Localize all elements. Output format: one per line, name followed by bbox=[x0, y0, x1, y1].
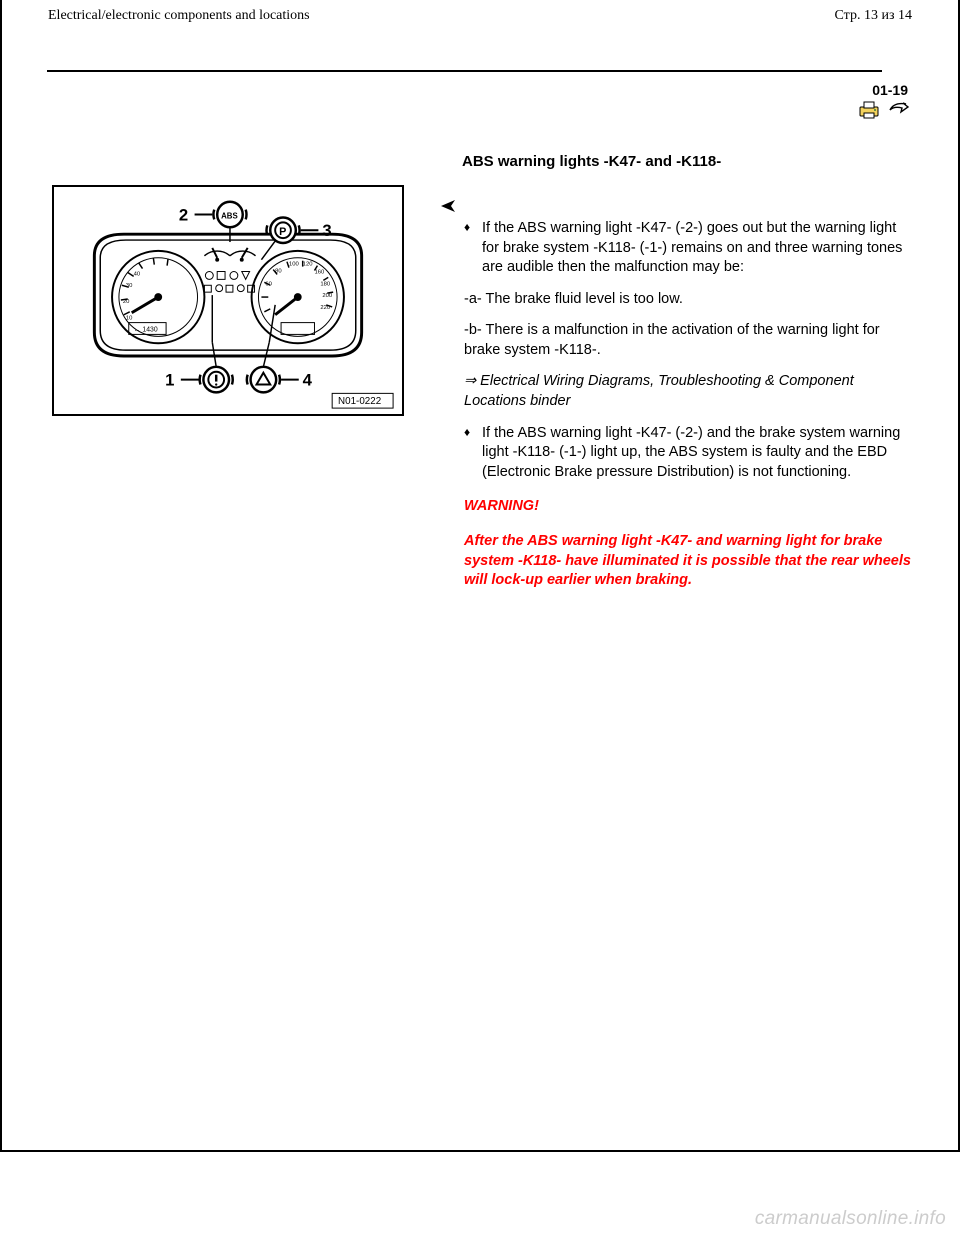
pointer-icon bbox=[438, 198, 456, 219]
warning-body: After the ABS warning light -K47- and wa… bbox=[462, 532, 914, 591]
abs-symbol: ABS bbox=[221, 211, 238, 220]
gauge-tick-label: 180 bbox=[320, 281, 331, 287]
bullet-item: If the ABS warning light -K47- (-2-) and… bbox=[482, 424, 914, 483]
gauge-tick-label: 80 bbox=[275, 268, 282, 274]
callout-2: 2 bbox=[179, 205, 188, 224]
gauge-tick-label: 120 bbox=[303, 262, 314, 268]
text-column: ABS warning lights -K47- and -K118- If t… bbox=[446, 153, 914, 591]
watermark: carmanualsonline.info bbox=[755, 1208, 946, 1230]
gauge-tick-label: 60 bbox=[265, 281, 272, 287]
callout-4: 4 bbox=[303, 371, 313, 390]
parking-symbol: P bbox=[279, 226, 286, 238]
bullet-item: If the ABS warning light -K47- (-2-) goe… bbox=[482, 219, 914, 278]
callout-3: 3 bbox=[322, 221, 331, 240]
instrument-cluster-diagram: 10 20 30 40 ← 1430 bbox=[52, 185, 404, 416]
gauge-tick-label: 220 bbox=[320, 305, 331, 311]
callout-1: 1 bbox=[165, 371, 174, 390]
line-a: -a- The brake fluid level is too low. bbox=[462, 290, 914, 310]
center-symbol-row bbox=[205, 272, 249, 280]
cluster-svg: 10 20 30 40 ← 1430 bbox=[54, 187, 402, 414]
gauge-tick-label: 160 bbox=[314, 269, 325, 275]
line-b: -b- There is a malfunction in the activa… bbox=[462, 321, 914, 360]
page-header: Electrical/electronic components and loc… bbox=[46, 8, 914, 34]
figure-column: 10 20 30 40 ← 1430 bbox=[46, 153, 446, 591]
back-icon[interactable] bbox=[886, 100, 910, 120]
content-area: 10 20 30 40 ← 1430 bbox=[46, 153, 914, 591]
diagram-label: N01-0222 bbox=[338, 396, 381, 407]
gauge-tick-label: 30 bbox=[126, 283, 133, 289]
gauge-tick-label: 20 bbox=[123, 299, 130, 305]
print-icon[interactable] bbox=[858, 100, 880, 120]
body-block: If the ABS warning light -K47- (-2-) goe… bbox=[462, 198, 914, 591]
gauge-tick-label: 10 bbox=[126, 316, 133, 322]
section-title: ABS warning lights -K47- and -K118- bbox=[462, 153, 914, 170]
action-icons bbox=[46, 100, 914, 125]
divider bbox=[47, 70, 882, 72]
header-title: Electrical/electronic components and loc… bbox=[48, 8, 310, 24]
gauge-tick-label: 100 bbox=[289, 262, 300, 268]
gauge-tick-label: 40 bbox=[134, 271, 141, 277]
reference-line: ⇒ Electrical Wiring Diagrams, Troublesho… bbox=[462, 372, 914, 411]
warning-title: WARNING! bbox=[462, 498, 914, 514]
ref-text: Electrical Wiring Diagrams, Troubleshoot… bbox=[464, 373, 854, 409]
ref-arrow: ⇒ bbox=[464, 373, 476, 389]
bullet-list-2: If the ABS warning light -K47- (-2-) and… bbox=[462, 424, 914, 483]
manual-page: Electrical/electronic components and loc… bbox=[0, 0, 960, 1152]
bullet-list-1: If the ABS warning light -K47- (-2-) goe… bbox=[462, 219, 914, 278]
gauge-tick-label: 200 bbox=[322, 293, 333, 299]
section-number: 01-19 bbox=[46, 82, 914, 98]
header-page-count: Стр. 13 из 14 bbox=[835, 8, 912, 24]
odometer-reading: ← 1430 bbox=[134, 326, 158, 333]
